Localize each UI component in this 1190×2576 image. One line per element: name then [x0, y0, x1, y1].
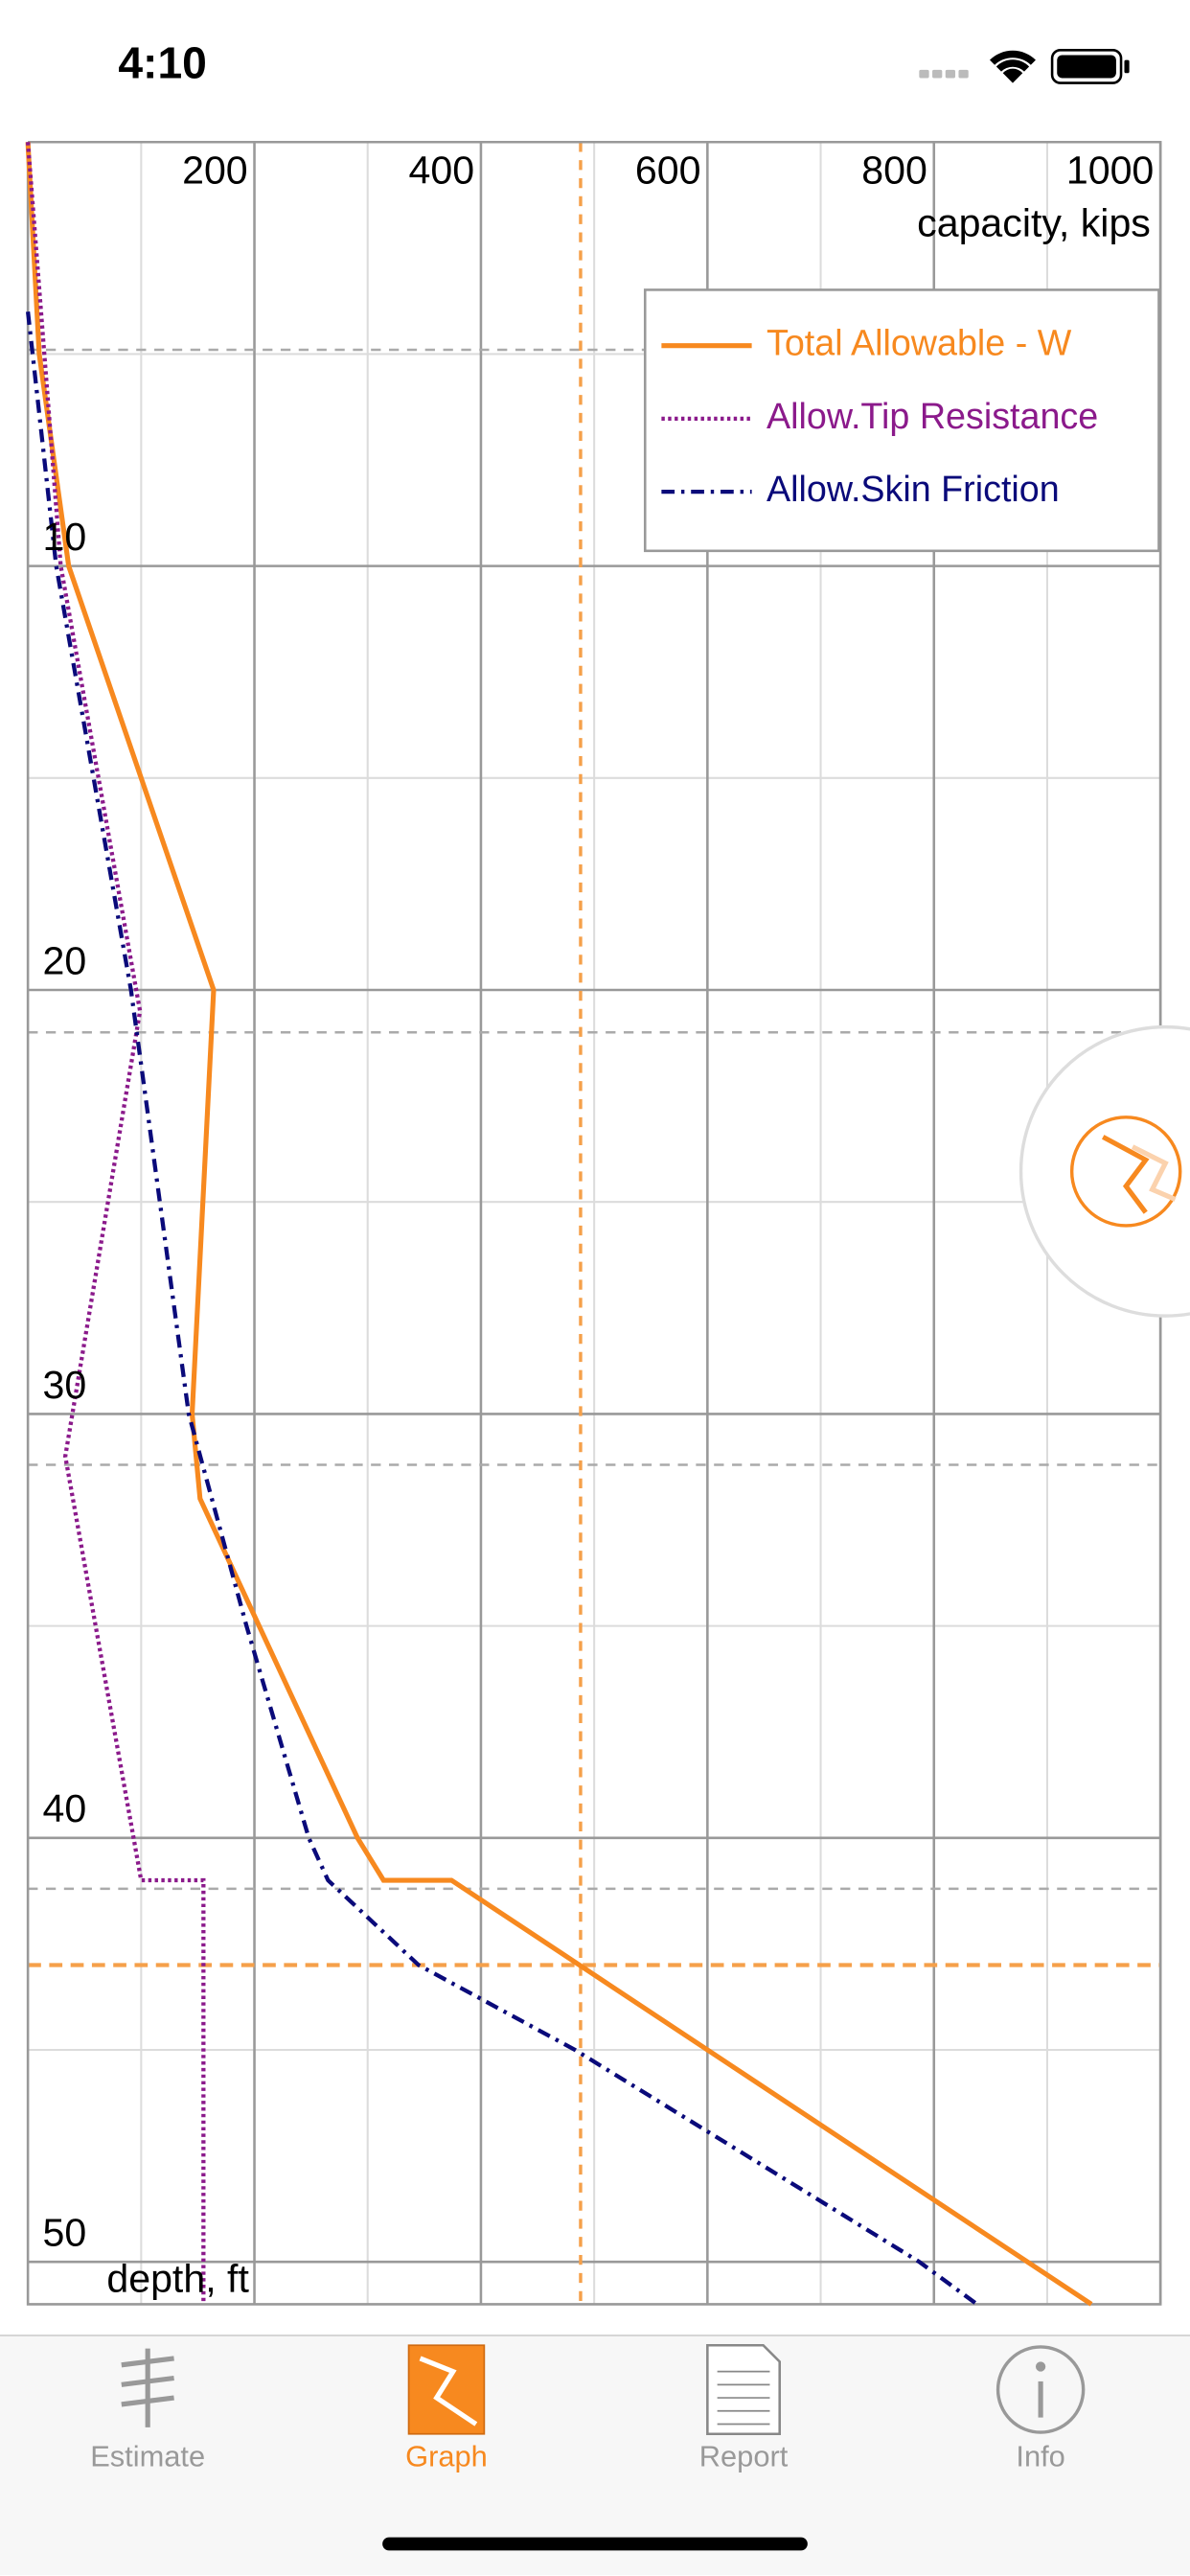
x-tick-label: 200 — [182, 149, 248, 193]
y-tick-label: 30 — [43, 1363, 87, 1407]
legend-label: Allow.Skin Friction — [767, 469, 1060, 509]
tab-label[interactable]: Report — [699, 2440, 789, 2473]
y-axis-label: depth, ft — [106, 2256, 249, 2300]
tab-label[interactable]: Estimate — [90, 2440, 205, 2473]
x-tick-label: 800 — [861, 149, 927, 193]
info-icon — [995, 2345, 1086, 2434]
y-tick-label: 10 — [43, 515, 87, 559]
x-axis-label: capacity, kips — [917, 200, 1151, 244]
legend-label: Allow.Tip Resistance — [767, 396, 1098, 436]
y-tick-label: 40 — [43, 1786, 87, 1830]
plot-frame — [26, 140, 1162, 2306]
status-icons — [919, 49, 1130, 84]
status-time: 4:10 — [118, 38, 207, 88]
graph-icon — [407, 2344, 486, 2435]
series-line — [25, 142, 1093, 2307]
legend: Total Allowable - W Allow.Tip Resistance A… — [643, 288, 1160, 553]
x-tick-label: 600 — [635, 149, 701, 193]
x-tick-label: 400 — [408, 149, 474, 193]
home-indicator — [382, 2537, 808, 2551]
tabs: Estimate Graph Report Info — [90, 2440, 1065, 2473]
y-tick-label: 20 — [43, 938, 87, 982]
legend-box — [643, 288, 1160, 553]
estimate-icon — [121, 2348, 174, 2427]
x-tick-label: 1000 — [1066, 149, 1154, 193]
series-line — [25, 310, 978, 2307]
series-line — [25, 142, 206, 2305]
tab-label[interactable]: Info — [1016, 2440, 1064, 2473]
y-tick-label: 50 — [43, 2211, 87, 2255]
report-icon — [706, 2343, 782, 2436]
tab-bar — [0, 2334, 1190, 2576]
chart: 200 400 600 800 1000 10 20 30 40 50 capacity, kips… — [25, 140, 1162, 2307]
tab-label[interactable]: Graph — [405, 2440, 488, 2473]
legend-label: Total Allowable - W — [767, 323, 1072, 363]
side-button[interactable] — [1018, 1024, 1190, 1318]
